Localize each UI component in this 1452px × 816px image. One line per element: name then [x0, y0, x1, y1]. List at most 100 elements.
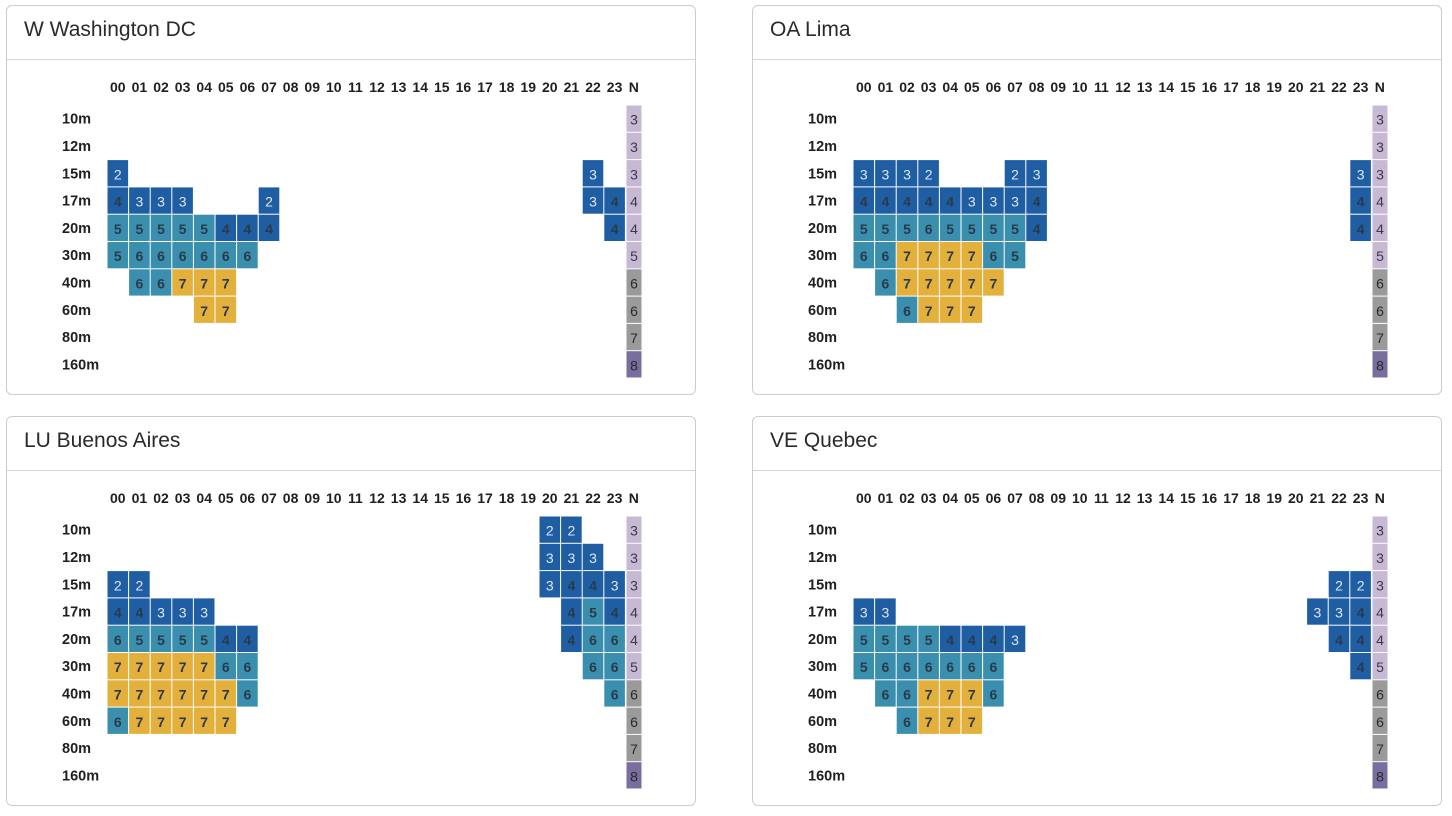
heat-cell — [129, 598, 150, 625]
heat-cell — [172, 598, 193, 625]
heat-cell-value: 6 — [903, 303, 911, 319]
heat-cell-value: 4 — [568, 632, 576, 648]
n-cell — [626, 598, 642, 625]
n-cell — [626, 707, 642, 734]
heat-cell-value: 6 — [860, 248, 868, 264]
heat-cell-value: 5 — [589, 605, 597, 621]
heat-cell — [237, 625, 258, 652]
heat-cell-value: 2 — [1335, 577, 1343, 593]
heat-cell-value: 6 — [244, 659, 252, 675]
heat-cell — [1004, 625, 1026, 652]
heat-cell — [983, 625, 1004, 652]
hour-tick-label: 10 — [1072, 79, 1088, 95]
heat-cell — [875, 187, 896, 214]
hour-tick-label: 17 — [477, 490, 493, 506]
n-cell — [626, 351, 642, 378]
heat-cell — [961, 653, 983, 680]
heat-cell — [107, 214, 129, 241]
hour-tick-label: 12 — [1115, 79, 1131, 95]
heat-cell — [853, 625, 875, 652]
heat-cell-value: 7 — [968, 686, 976, 702]
heat-cell — [604, 598, 625, 625]
n-column-label: N — [1375, 490, 1385, 506]
heat-cell-value: 4 — [1357, 659, 1365, 675]
n-cell — [1372, 653, 1388, 680]
heat-cell — [150, 653, 172, 680]
heat-cell-value: 3 — [546, 550, 554, 566]
heat-cell — [896, 269, 918, 296]
hour-tick-label: 21 — [564, 79, 580, 95]
heat-cell — [1026, 214, 1047, 241]
band-label: 30m — [62, 659, 91, 675]
heat-cell-value: 2 — [568, 523, 576, 539]
heat-cell-value: 4 — [244, 632, 252, 648]
hour-tick-label: 16 — [456, 490, 472, 506]
heat-cell — [853, 242, 875, 269]
heat-cell — [107, 187, 129, 214]
heat-cell-value: 5 — [882, 632, 890, 648]
heat-cell-value: 5 — [968, 221, 976, 237]
heat-cell — [582, 543, 604, 571]
heat-cell-value: 6 — [990, 686, 998, 702]
n-cell — [1372, 105, 1388, 132]
heat-cell — [237, 214, 258, 241]
band-label: 80m — [808, 741, 837, 757]
band-label: 40m — [62, 686, 91, 702]
hour-tick-label: 02 — [899, 490, 915, 506]
heat-cell — [853, 214, 875, 241]
heat-cell-value: 4 — [611, 605, 619, 621]
band-label: 17m — [62, 605, 91, 621]
heat-cell-value: 6 — [222, 248, 230, 264]
n-cell-value: 4 — [1376, 221, 1384, 237]
band-label: 160m — [808, 357, 845, 373]
n-cell — [626, 187, 642, 214]
hour-tick-label: 08 — [1029, 79, 1045, 95]
heat-cell-value: 6 — [903, 714, 911, 730]
band-label: 30m — [808, 659, 837, 675]
hour-tick-label: 07 — [1007, 490, 1023, 506]
heat-cell-value: 5 — [860, 221, 868, 237]
hour-tick-label: 22 — [1331, 79, 1347, 95]
heat-cell-value: 6 — [882, 659, 890, 675]
hour-tick-label: 17 — [477, 79, 493, 95]
hour-tick-label: 01 — [132, 490, 148, 506]
hour-tick-label: 20 — [542, 490, 558, 506]
heat-cell-value: 3 — [179, 194, 187, 210]
propagation-heatmap: 00 01 02 03 04 05 06 07 08 09 10 11 12 13 14 15 16 17 18 19… — [62, 79, 642, 378]
n-cell — [1372, 598, 1388, 625]
hour-tick-label: 16 — [1202, 79, 1218, 95]
band-label: 17m — [62, 194, 91, 210]
heat-cell-value: 7 — [946, 714, 954, 730]
heat-cell-value: 7 — [200, 275, 208, 291]
n-cell-value: 3 — [630, 523, 638, 539]
hour-tick-label: 18 — [1245, 490, 1261, 506]
heat-cell — [215, 707, 237, 734]
band-label: 160m — [62, 357, 99, 373]
hour-tick-label: 18 — [499, 490, 515, 506]
hour-tick-label: 19 — [1266, 490, 1282, 506]
heat-cell — [1026, 187, 1047, 214]
n-cell-value: 8 — [1376, 357, 1384, 373]
heat-cell — [853, 160, 875, 187]
heat-cell — [172, 653, 193, 680]
n-cell-value: 4 — [630, 194, 638, 210]
heat-cell-value: 4 — [611, 194, 619, 210]
n-cell-value: 3 — [630, 139, 638, 155]
heat-cell-value: 2 — [114, 166, 122, 182]
heat-cell-value: 4 — [882, 194, 890, 210]
heat-cell-value: 5 — [1011, 221, 1019, 237]
n-cell — [1372, 187, 1388, 214]
heat-cell-value: 4 — [946, 194, 954, 210]
heat-cell — [129, 625, 150, 652]
hour-tick-label: 08 — [283, 490, 299, 506]
heat-cell-value: 6 — [589, 659, 597, 675]
heat-cell — [939, 214, 961, 241]
heat-cell-value: 7 — [179, 714, 187, 730]
band-label: 60m — [808, 714, 837, 730]
heat-cell — [604, 680, 625, 707]
heat-cell — [258, 214, 280, 241]
hour-tick-label: 05 — [218, 490, 234, 506]
heat-cell-value: 6 — [244, 248, 252, 264]
heat-cell-value: 4 — [222, 221, 230, 237]
band-label: 30m — [62, 248, 91, 264]
